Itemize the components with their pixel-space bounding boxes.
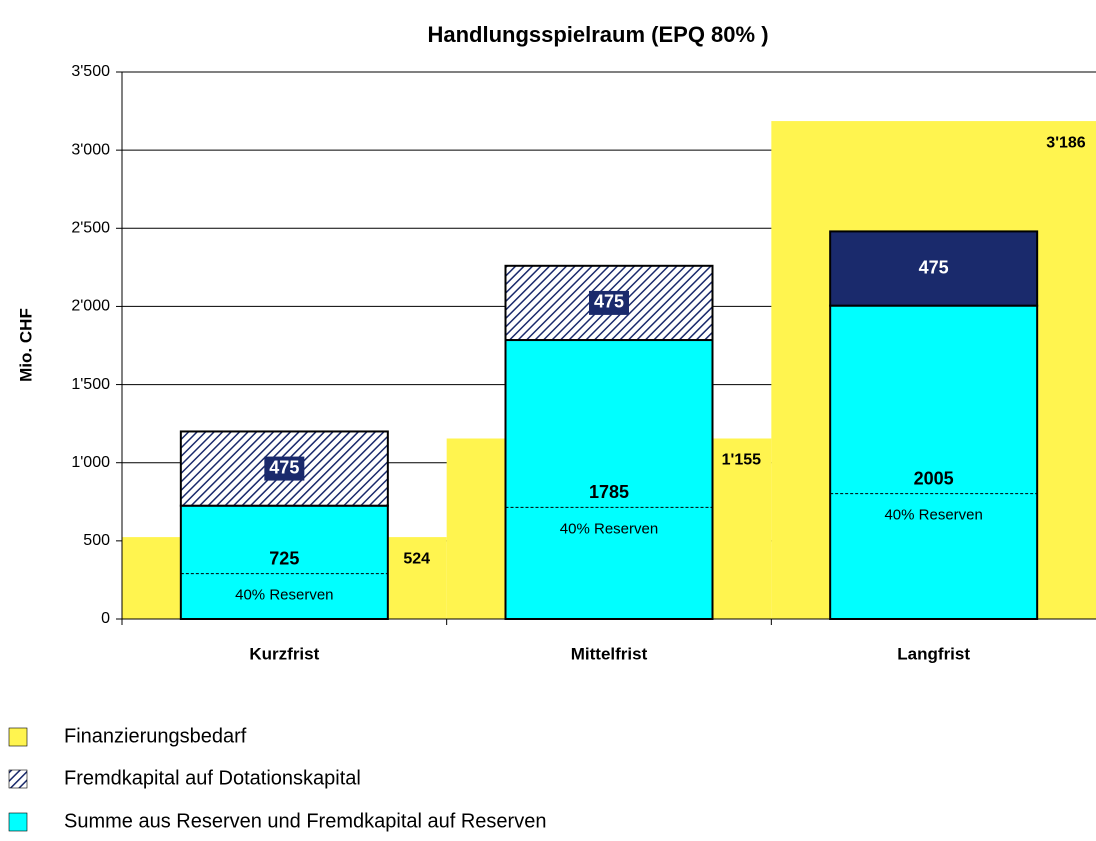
y-tick-label: 1'500 [71,376,110,393]
y-axis-label: Mio. CHF [16,308,35,382]
value-label: 1'155 [722,452,762,469]
value-label: 524 [403,550,430,567]
legend-label: Finanzierungsbedarf [64,725,247,747]
value-label: 725 [269,548,299,568]
legend-label: Summe aus Reserven und Fremdkapital auf … [64,810,546,832]
annotation: 40% Reserven [235,587,333,604]
legend-swatch [8,769,28,789]
y-tick-label: 3'500 [71,63,110,80]
value-label: 2005 [914,468,954,488]
bar [504,339,714,620]
y-tick-label: 2'000 [71,298,110,315]
y-tick-label: 0 [101,610,110,627]
y-tick-label: 3'000 [71,141,110,158]
legend-label: Fremdkapital auf Dotationskapital [64,767,361,789]
x-tick-label: Kurzfrist [249,644,319,663]
label-background [264,456,305,481]
x-tick-label: Langfrist [897,644,970,663]
value-label: 475 [919,257,949,277]
annotation: 40% Reserven [884,507,982,524]
value-label: 1785 [589,482,629,502]
bar [829,304,1039,620]
label-background [589,290,629,315]
value-label: 3'186 [1046,134,1086,151]
x-tick-label: Mittelfrist [571,644,648,663]
legend-swatch [8,727,28,747]
y-tick-label: 2'500 [71,220,110,237]
chart-title: Handlungsspielraum (EPQ 80% ) [427,22,768,47]
legend-swatch [8,812,28,832]
value-label: 475 [594,292,624,312]
y-tick-label: 500 [83,532,110,549]
y-tick-label: 1'000 [71,454,110,471]
annotation: 40% Reserven [560,520,658,537]
value-label: 475 [269,457,299,477]
bar [829,230,1039,307]
